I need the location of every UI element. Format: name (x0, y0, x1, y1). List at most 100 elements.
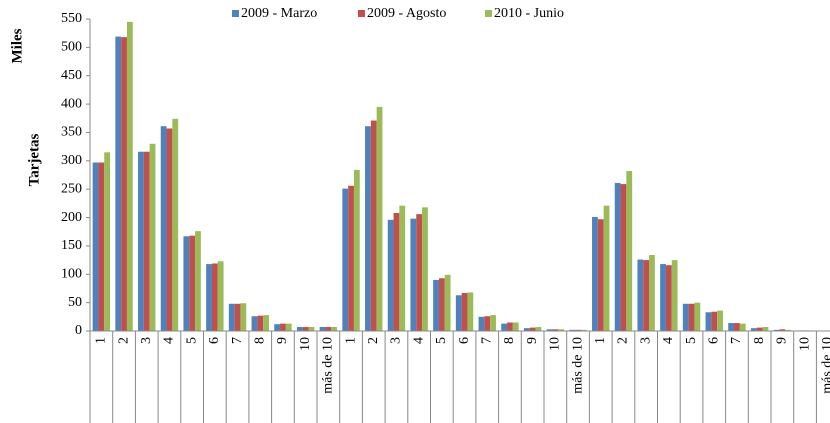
bar (694, 302, 701, 331)
bar (739, 323, 746, 331)
bar (438, 278, 445, 331)
x-tick-label: 10 (797, 337, 812, 351)
bar (160, 126, 167, 332)
x-tick-label: 8 (752, 337, 767, 344)
bar (370, 120, 377, 332)
x-tick-label: 9 (275, 337, 290, 344)
bar (302, 327, 309, 331)
x-tick-label: 7 (230, 337, 245, 344)
bar (507, 322, 513, 331)
y-tick-label: 150 (61, 238, 82, 253)
legend-label: 2009 - Marzo (241, 6, 317, 21)
x-tick-label: 6 (457, 337, 472, 344)
y-tick-label: 0 (75, 323, 82, 338)
y-tick-label: 100 (61, 266, 82, 281)
bar (433, 279, 439, 331)
bar (614, 182, 621, 331)
bar (422, 207, 428, 331)
x-tick-label: 4 (661, 337, 676, 344)
legend-label: 2009 - Agosto (367, 6, 446, 21)
bar (149, 143, 156, 331)
bar (274, 324, 281, 331)
bar (461, 292, 468, 331)
x-tick-label: 1 (94, 337, 109, 344)
x-tick-label: 7 (479, 337, 494, 344)
bar (580, 329, 587, 331)
x-tick-label: 4 (162, 337, 177, 344)
bar (649, 254, 655, 331)
x-tick-label: 1 (343, 337, 358, 344)
x-tick-label: más de 10 (321, 337, 336, 394)
bar (665, 265, 672, 331)
x-tick-label: 5 (434, 337, 449, 344)
x-tick-label: 3 (638, 337, 653, 344)
bar (512, 322, 519, 331)
bar (376, 106, 383, 331)
bar (331, 327, 338, 331)
x-tick-label: 3 (389, 337, 404, 344)
bar (240, 303, 247, 331)
bar (756, 327, 763, 331)
bar (546, 329, 553, 331)
x-tick-label: 7 (729, 337, 744, 344)
bar (285, 323, 292, 331)
bar (92, 162, 99, 331)
bar (143, 151, 150, 331)
y-tick-label: 50 (68, 295, 82, 310)
bar (444, 274, 451, 331)
x-tick-label: 4 (411, 337, 426, 344)
x-tick-label: 8 (252, 337, 267, 344)
bar (484, 316, 491, 331)
bar (325, 327, 332, 331)
y-tick-label: 500 (61, 40, 82, 55)
bar (575, 329, 581, 331)
legend-swatch (232, 10, 239, 17)
bar (711, 311, 718, 331)
bar (387, 219, 394, 331)
bar (416, 214, 423, 331)
bar (501, 323, 508, 331)
bar (365, 126, 371, 332)
bar (637, 259, 644, 331)
x-tick-label: 2 (116, 337, 131, 344)
bar (234, 303, 241, 331)
y-tick-label: 200 (61, 210, 82, 225)
bar (592, 216, 598, 331)
x-tick-label: 5 (684, 337, 699, 344)
bar (138, 151, 144, 331)
bar (688, 303, 695, 331)
bar (467, 292, 474, 331)
bar (126, 21, 133, 331)
bar (121, 37, 127, 331)
bar (597, 219, 604, 331)
bar (308, 327, 315, 331)
bar (280, 323, 286, 331)
x-tick-label: 10 (298, 337, 313, 351)
bar (569, 329, 576, 331)
bar (319, 327, 326, 331)
bar (228, 303, 235, 331)
bar (552, 329, 559, 331)
bar (523, 328, 530, 331)
x-tick-label: 2 (616, 337, 631, 344)
bar (660, 264, 666, 331)
bar (671, 260, 678, 331)
bar (342, 188, 349, 331)
bar (348, 185, 354, 331)
x-tick-label: 6 (207, 337, 222, 344)
bar (705, 312, 712, 331)
x-tick-label: 6 (706, 337, 721, 344)
bar (626, 171, 633, 331)
bar (195, 231, 201, 331)
y-tick-label: 450 (61, 68, 82, 83)
bar (779, 329, 786, 331)
x-tick-label: 1 (593, 337, 608, 344)
bar (728, 323, 735, 331)
bar (251, 316, 258, 331)
y-unit-label: Miles (9, 28, 25, 63)
x-tick-label: 9 (525, 337, 540, 344)
x-tick-label: 8 (502, 337, 517, 344)
bar (104, 152, 111, 331)
bar (166, 128, 173, 331)
